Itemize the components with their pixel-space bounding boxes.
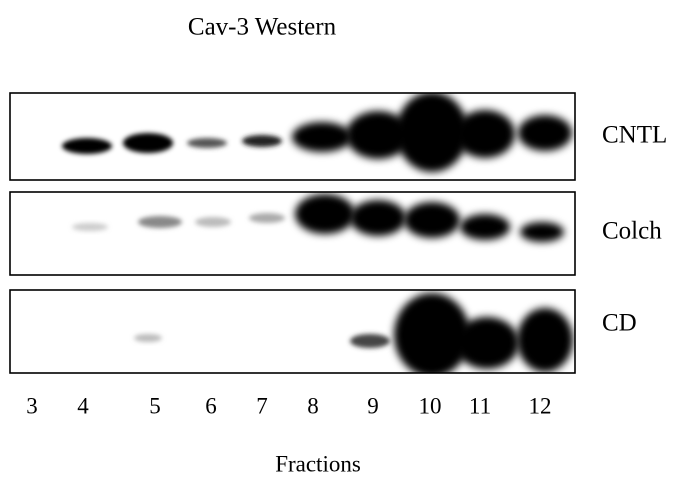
band: [455, 110, 515, 158]
band: [62, 138, 112, 154]
band: [460, 214, 510, 240]
bands: [134, 293, 573, 373]
band: [346, 111, 410, 159]
fraction-label: 6: [205, 393, 217, 418]
band: [295, 194, 355, 234]
band: [350, 334, 390, 348]
fraction-label: 12: [529, 393, 552, 418]
band: [518, 115, 572, 151]
bands: [72, 194, 564, 242]
band: [520, 222, 564, 242]
fraction-label: 10: [419, 393, 442, 418]
panel-label: CNTL: [602, 122, 667, 149]
fraction-label: 7: [256, 393, 268, 418]
fraction-label: 3: [26, 393, 38, 418]
band: [455, 317, 519, 369]
band: [292, 122, 352, 152]
band: [123, 133, 173, 153]
fraction-label: 4: [77, 393, 89, 418]
bands: [62, 93, 572, 172]
band: [404, 202, 460, 238]
fraction-label: 8: [307, 393, 319, 418]
band: [138, 216, 182, 228]
band: [72, 223, 108, 231]
band: [195, 217, 231, 227]
band: [134, 334, 162, 342]
band: [517, 308, 573, 372]
panel-label: Colch: [602, 218, 662, 245]
band: [350, 200, 406, 236]
band: [396, 93, 468, 172]
lane-labels: 3 4 5 6 7 8 9 10 11 12: [26, 393, 551, 418]
band: [394, 293, 470, 373]
band: [249, 213, 285, 223]
fraction-label: 5: [149, 393, 161, 418]
title: Cav-3 Western: [188, 14, 337, 41]
band: [187, 138, 227, 148]
panel-label: CD: [602, 310, 637, 337]
fraction-label: 9: [367, 393, 379, 418]
band: [242, 135, 282, 147]
fraction-label: 11: [469, 393, 491, 418]
x-axis-label: Fractions: [275, 451, 361, 476]
